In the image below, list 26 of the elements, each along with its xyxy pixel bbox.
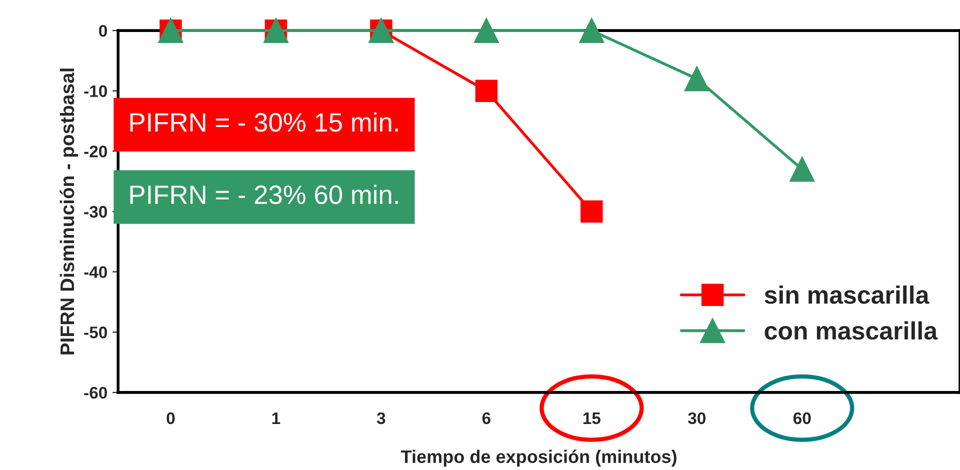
- point: [474, 18, 499, 44]
- y-tick-label: -60: [84, 386, 107, 399]
- point: [475, 80, 498, 102]
- x-tick-label: 0: [166, 412, 175, 424]
- y-tick-label: -10: [84, 85, 107, 98]
- x-tick-label: 3: [376, 412, 386, 424]
- y-tick-label: -50: [84, 326, 107, 338]
- y-tick-label: 0: [99, 24, 107, 37]
- point: [790, 156, 815, 182]
- x-tick-label: 30: [688, 412, 706, 424]
- point: [684, 66, 710, 92]
- x-tick-label: 1: [272, 412, 280, 424]
- y-tick-label: -30: [84, 206, 107, 218]
- y-tick-label: -20: [84, 146, 107, 158]
- legend-label: sin mascarilla: [764, 286, 930, 304]
- annotation: PIFRN = - 23% 60 min.: [130, 184, 398, 204]
- legend-label: con mascarilla: [764, 321, 938, 340]
- x-tick-label: 15: [583, 412, 600, 424]
- x-axis-title: Tiempo de exposición (minutos): [400, 450, 676, 467]
- y-axis-title: PIFRN Disminución - postbasal: [60, 68, 78, 354]
- y-tick-label: -40: [84, 266, 107, 278]
- point: [579, 18, 604, 44]
- x-tick-label: 6: [482, 412, 490, 424]
- annotation: PIFRN = - 30% 15 min.: [130, 112, 398, 132]
- point: [580, 200, 603, 223]
- x-tick-label: 60: [793, 412, 811, 424]
